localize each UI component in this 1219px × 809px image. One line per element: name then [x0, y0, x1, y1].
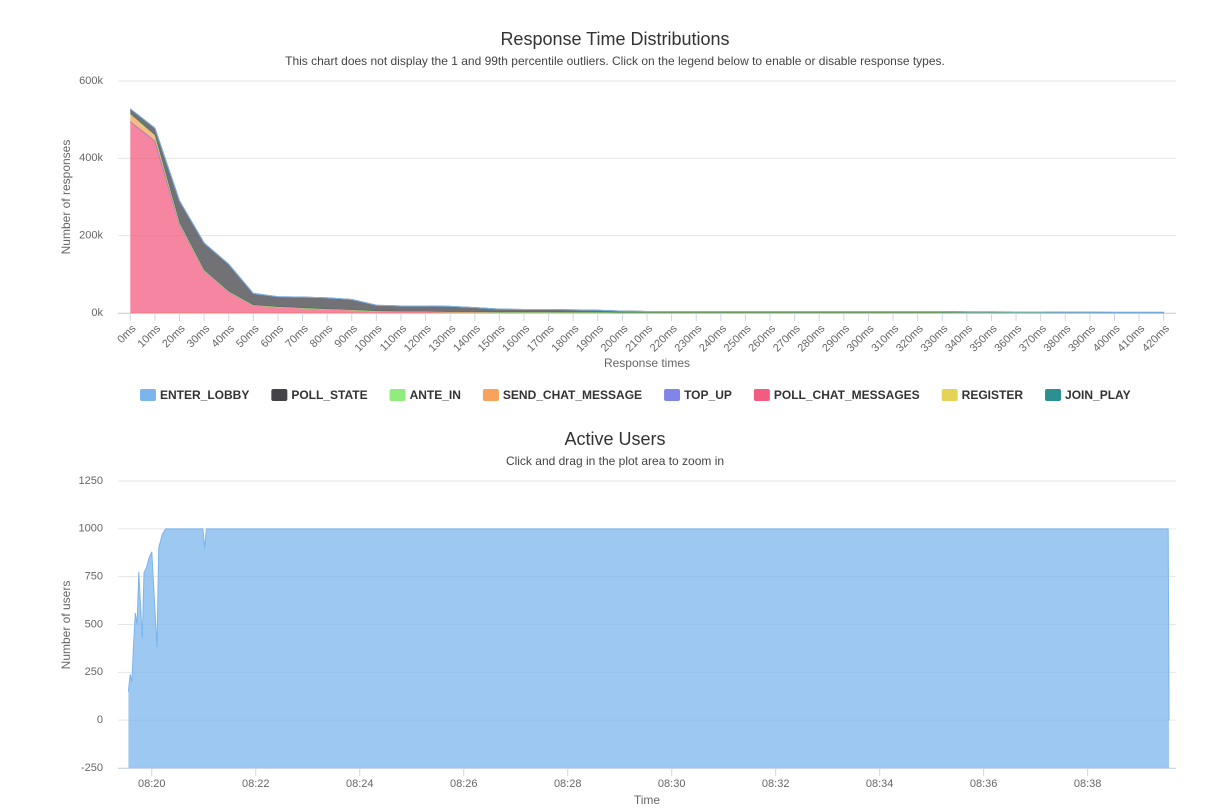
x-tick-label: 420ms — [1140, 322, 1172, 354]
area-fill — [130, 108, 1164, 313]
x-tick-label: 08:26 — [450, 778, 478, 790]
legend-item[interactable]: JOIN_PLAY — [1045, 388, 1131, 402]
legend-item[interactable]: POLL_STATE — [271, 388, 368, 402]
area-line — [129, 121, 1164, 314]
legend-label: ANTE_IN — [410, 388, 461, 402]
x-tick-label: 80ms — [308, 322, 336, 350]
x-tick-label: 08:28 — [554, 778, 582, 790]
x-tick-label: 50ms — [234, 322, 262, 350]
area-line — [127, 528, 1170, 721]
y-axis-label: Number of responses — [59, 140, 73, 255]
legend-label: TOP_UP — [684, 388, 732, 402]
legend-item[interactable]: REGISTER — [941, 388, 1024, 402]
legend-swatch — [664, 389, 681, 401]
chart-subtitle: This chart does not display the 1 and 99… — [285, 54, 945, 68]
legend-label: REGISTER — [962, 388, 1024, 402]
legend-label: ENTER_LOBBY — [160, 388, 249, 402]
x-tick-label: 30ms — [185, 322, 213, 350]
legend-label: POLL_STATE — [291, 388, 367, 402]
y-tick-label: 0 — [97, 714, 103, 726]
legend-swatch — [271, 389, 288, 401]
area-line — [129, 108, 1164, 313]
area-fill — [130, 121, 1164, 313]
area-line — [129, 108, 1164, 313]
legend-swatch — [753, 389, 770, 401]
legend-item[interactable]: ANTE_IN — [389, 388, 461, 402]
x-axis-label: Response times — [604, 356, 690, 370]
y-tick-label: 750 — [85, 571, 103, 583]
y-tick-label: 500 — [85, 618, 103, 630]
y-tick-label: -250 — [81, 762, 103, 774]
x-tick-label: 08:36 — [970, 778, 998, 790]
x-tick-label: 60ms — [259, 322, 287, 350]
x-tick-label: 08:38 — [1074, 778, 1102, 790]
x-tick-label: 70ms — [283, 322, 311, 350]
legend-item[interactable]: TOP_UP — [664, 388, 732, 402]
legend-label: POLL_CHAT_MESSAGES — [774, 388, 920, 402]
x-tick-label: 08:34 — [866, 778, 894, 790]
y-tick-label: 200k — [79, 230, 103, 242]
chart-title: Response Time Distributions — [500, 29, 729, 49]
y-tick-label: 1250 — [79, 475, 103, 487]
x-tick-label: 100ms — [353, 322, 385, 354]
area-fill — [130, 108, 1164, 313]
x-tick-label: 20ms — [160, 322, 188, 350]
legend-label: SEND_CHAT_MESSAGE — [503, 388, 642, 402]
area-fill — [128, 528, 1170, 768]
y-tick-label: 1000 — [79, 523, 103, 535]
x-tick-label: 08:20 — [138, 778, 166, 790]
x-tick-label: 10ms — [136, 322, 164, 350]
legend-item[interactable]: POLL_CHAT_MESSAGES — [753, 388, 920, 402]
legend-swatch — [389, 389, 406, 401]
y-axis-label: Number of users — [59, 581, 73, 670]
area-fill — [130, 121, 1164, 313]
area-line — [129, 113, 1164, 314]
area-fill — [130, 113, 1164, 313]
legend-label: JOIN_PLAY — [1065, 388, 1131, 402]
x-tick-label: 08:24 — [346, 778, 374, 790]
y-tick-label: 250 — [85, 666, 103, 678]
legend-item[interactable]: ENTER_LOBBY — [140, 388, 249, 402]
x-tick-label: 08:22 — [242, 778, 270, 790]
y-tick-label: 0k — [91, 307, 103, 319]
legend-swatch — [941, 389, 958, 401]
area-line — [129, 121, 1164, 314]
area-fill — [130, 113, 1164, 313]
y-tick-label: 400k — [79, 152, 103, 164]
y-tick-label: 600k — [79, 75, 103, 87]
legend-item[interactable]: SEND_CHAT_MESSAGE — [482, 388, 642, 402]
x-tick-label: 08:30 — [658, 778, 686, 790]
area-line — [129, 113, 1164, 314]
legend-swatch — [140, 389, 156, 401]
x-tick-label: 40ms — [209, 322, 237, 350]
x-tick-label: 08:32 — [762, 778, 790, 790]
chart-title: Active Users — [564, 429, 665, 449]
legend-swatch — [482, 389, 499, 401]
chart-subtitle: Click and drag in the plot area to zoom … — [506, 454, 724, 468]
legend-swatch — [1045, 389, 1062, 401]
x-axis-label: Time — [634, 793, 661, 807]
